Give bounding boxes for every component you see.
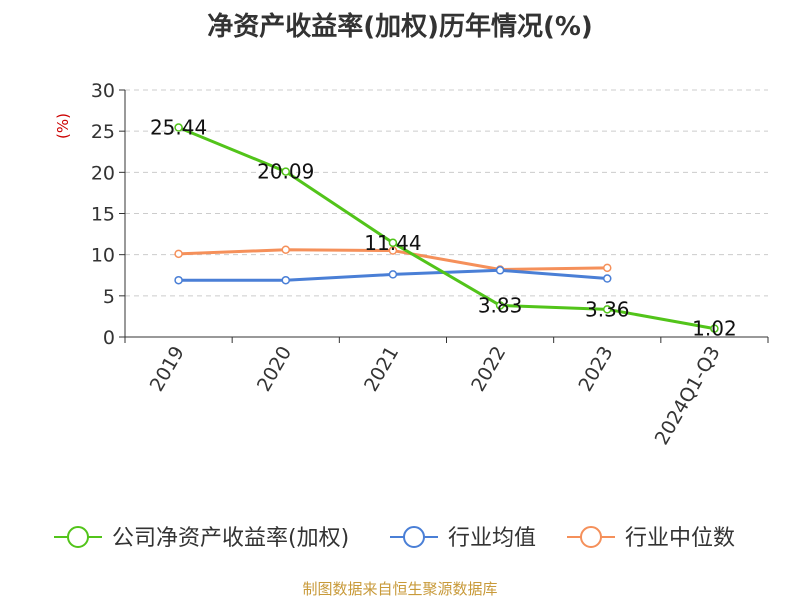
legend-marker	[403, 526, 425, 548]
data-point-industry_median	[603, 263, 612, 273]
y-tick-label: 30	[91, 80, 115, 102]
grid-lines	[125, 89, 768, 297]
y-tick-label: 10	[91, 245, 115, 267]
source-footer: 制图数据来自恒生聚源数据库	[302, 580, 498, 598]
x-tick-label: 2020	[253, 343, 296, 396]
legend-item-industry_median: 行业中位数	[567, 526, 735, 551]
y-tick-label: 15	[91, 204, 115, 226]
data-label: 25.44	[150, 116, 207, 140]
data-label: 1.02	[692, 317, 737, 341]
data-point-industry_avg	[603, 274, 612, 283]
x-tick-label: 2021	[360, 343, 403, 396]
legend-item-industry_avg: 行业均值	[390, 526, 536, 551]
data-point-industry_median	[174, 249, 183, 259]
data-point-roe	[388, 238, 398, 248]
y-tick-label: 25	[91, 121, 115, 143]
y-axis-unit-label: (%)	[54, 113, 72, 139]
y-tick-label: 5	[103, 286, 115, 308]
data-point-roe	[495, 301, 505, 310]
legend-label: 行业均值	[448, 526, 536, 551]
x-tick-label: 2019	[146, 343, 189, 396]
legend-marker	[67, 526, 89, 548]
legend-label: 公司净资产收益率(加权)	[112, 526, 349, 551]
x-tick-label: 2022	[467, 343, 510, 396]
data-label: 3.36	[585, 297, 630, 321]
data-point-industry_median	[281, 245, 290, 254]
data-point-industry_avg	[388, 270, 398, 279]
y-tick-label: 20	[91, 162, 115, 184]
data-point-industry_avg	[174, 275, 183, 285]
series-lines	[174, 123, 719, 333]
data-point-roe	[174, 123, 183, 132]
data-label: 20.09	[257, 160, 314, 184]
series-line-roe	[178, 126, 715, 331]
y-tick-label: 0	[103, 327, 115, 349]
data-label: 11.44	[364, 231, 421, 255]
data-point-roe	[281, 167, 290, 176]
legend: 公司净资产收益率(加权) 行业均值 行业中位数	[54, 526, 735, 551]
data-label: 3.83	[478, 293, 523, 317]
data-point-roe	[603, 305, 612, 314]
chart-title: 净资产收益率(加权)历年情况(%)	[207, 12, 593, 42]
data-point-industry_avg	[495, 266, 505, 275]
data-point-roe	[710, 324, 719, 333]
x-tick-label: 2023	[574, 343, 617, 396]
legend-item-roe: 公司净资产收益率(加权)	[54, 526, 349, 551]
data-point-industry_avg	[281, 275, 290, 285]
legend-label: 行业中位数	[625, 526, 735, 551]
legend-marker	[580, 526, 602, 548]
data-labels: 25.44 20.09 11.44 3.83 3.36 1.02	[150, 116, 737, 341]
x-tick-label: 2024Q1-Q3	[651, 343, 725, 449]
